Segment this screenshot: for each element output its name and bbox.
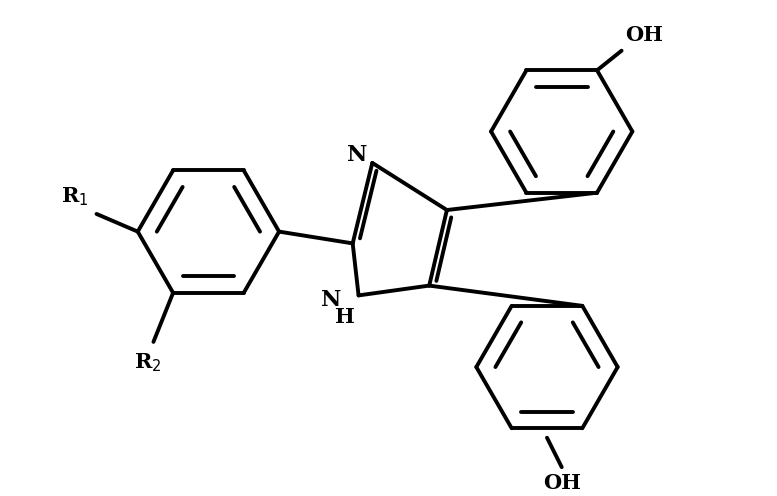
Text: N: N [347,144,368,166]
Text: OH: OH [625,25,664,45]
Text: R$_1$: R$_1$ [61,186,89,208]
Text: N: N [321,289,341,311]
Text: OH: OH [542,473,580,493]
Text: R$_2$: R$_2$ [134,352,162,374]
Text: H: H [335,307,355,327]
